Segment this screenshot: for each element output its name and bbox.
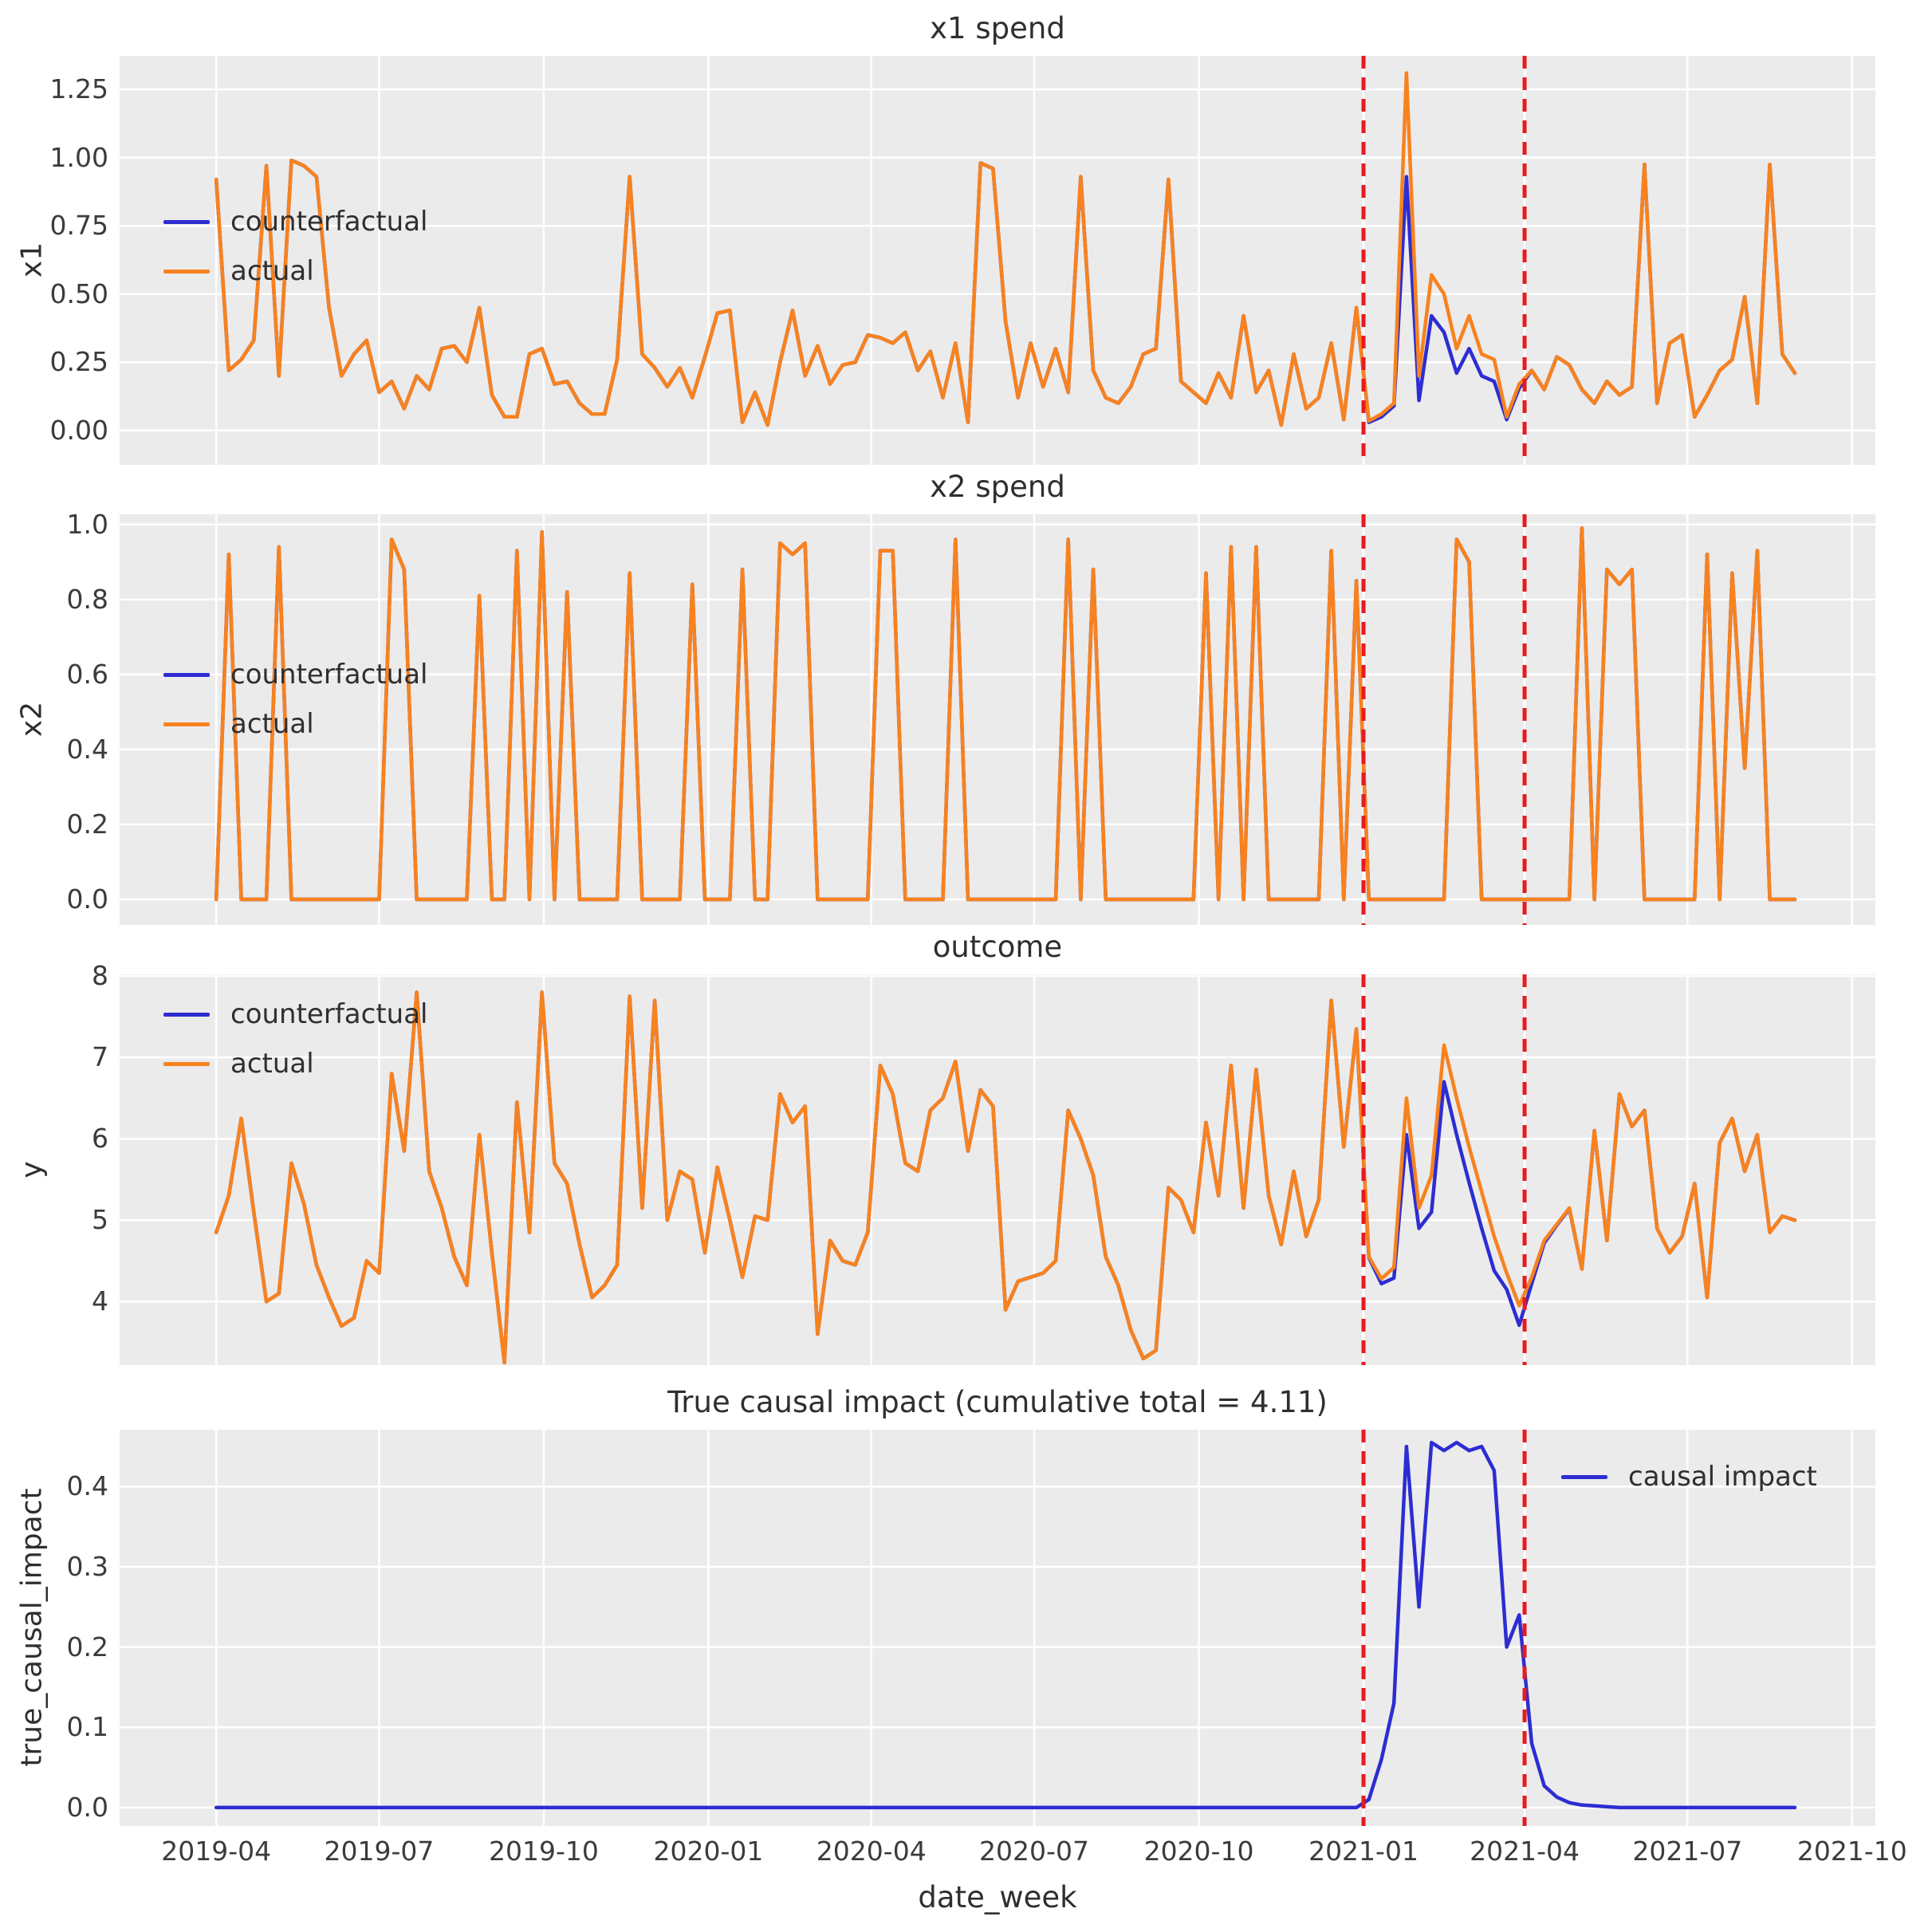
panel3-ytick-7: 7 bbox=[92, 1041, 108, 1073]
panel4-title: True causal impact (cumulative total = 4… bbox=[667, 1385, 1328, 1419]
legend-item-causal-impact: causal impact bbox=[1561, 1461, 1817, 1493]
xtick-2020-07: 2020-07 bbox=[979, 1836, 1089, 1867]
legend-item-counterfactual: counterfactual bbox=[163, 206, 427, 238]
xtick-2019-04: 2019-04 bbox=[161, 1836, 272, 1867]
legend-label: actual bbox=[230, 708, 314, 740]
panel3-ytick-8: 8 bbox=[92, 960, 108, 992]
legend-label: counterfactual bbox=[230, 659, 428, 691]
panel2-title: x2 spend bbox=[930, 470, 1065, 504]
actual-line-icon bbox=[163, 269, 210, 273]
legend-item-actual: actual bbox=[163, 255, 427, 287]
panel1-plot bbox=[120, 56, 1875, 465]
legend-label: actual bbox=[230, 255, 314, 287]
xtick-2020-10: 2020-10 bbox=[1143, 1836, 1254, 1867]
panel2-ylabel: x2 bbox=[15, 701, 49, 738]
counterfactual-line-icon bbox=[163, 1012, 210, 1017]
legend-label: counterfactual bbox=[230, 206, 428, 238]
x-axis-label: date_week bbox=[918, 1880, 1077, 1914]
panel4-ytick-0.3: 0.3 bbox=[66, 1551, 108, 1583]
panel2-ytick-0.8: 0.8 bbox=[66, 583, 108, 615]
causal-impact-line-icon bbox=[1561, 1474, 1607, 1479]
counterfactual-line bbox=[214, 526, 1797, 902]
xtick-2020-04: 2020-04 bbox=[816, 1836, 927, 1867]
panel2-ytick-0.4: 0.4 bbox=[66, 733, 108, 765]
panel4-ytick-0.1: 0.1 bbox=[66, 1711, 108, 1743]
panel3-plot bbox=[120, 974, 1875, 1365]
panel3-ytick-5: 5 bbox=[92, 1204, 108, 1236]
panel1-ytick-0.00: 0.00 bbox=[49, 414, 108, 446]
xtick-2019-10: 2019-10 bbox=[489, 1836, 599, 1867]
panel1-ylabel: x1 bbox=[15, 242, 49, 278]
panel1-ytick-0.50: 0.50 bbox=[49, 277, 108, 309]
xtick-2021-04: 2021-04 bbox=[1470, 1836, 1580, 1867]
actual-line-icon bbox=[163, 1061, 210, 1066]
legend-label: causal impact bbox=[1628, 1461, 1817, 1493]
actual-line-icon bbox=[163, 722, 210, 726]
panel1-ytick-1.25: 1.25 bbox=[49, 73, 108, 105]
panel1-ytick-0.25: 0.25 bbox=[49, 346, 108, 378]
panel3-ylabel: y bbox=[15, 1161, 49, 1178]
legend-item-actual: actual bbox=[163, 1048, 427, 1080]
panel1-ytick-0.75: 0.75 bbox=[49, 210, 108, 242]
xtick-2020-01: 2020-01 bbox=[653, 1836, 764, 1867]
panel3-ytick-4: 4 bbox=[92, 1285, 108, 1317]
panel4-ytick-0.0: 0.0 bbox=[66, 1791, 108, 1823]
panel1-title: x1 spend bbox=[930, 11, 1065, 45]
panel4-ytick-0.4: 0.4 bbox=[66, 1470, 108, 1502]
xtick-2021-07: 2021-07 bbox=[1632, 1836, 1743, 1867]
panel4-legend: causal impact bbox=[1561, 1461, 1817, 1493]
counterfactual-line-icon bbox=[163, 672, 210, 677]
panel1-ytick-1.00: 1.00 bbox=[49, 141, 108, 173]
counterfactual-line bbox=[214, 158, 1797, 427]
panel3-ytick-6: 6 bbox=[92, 1123, 108, 1155]
panel2-ytick-0.6: 0.6 bbox=[66, 658, 108, 690]
panel2-ytick-0.2: 0.2 bbox=[66, 808, 108, 840]
causal-impact-line bbox=[214, 1440, 1797, 1810]
actual-line bbox=[214, 526, 1797, 902]
panel2-ytick-0.0: 0.0 bbox=[66, 883, 108, 915]
counterfactual-line-icon bbox=[163, 219, 210, 224]
legend-label: counterfactual bbox=[230, 998, 428, 1030]
panel1-legend: counterfactual actual bbox=[163, 206, 427, 287]
actual-line bbox=[214, 71, 1797, 427]
legend-item-counterfactual: counterfactual bbox=[163, 659, 427, 691]
legend-label: actual bbox=[230, 1048, 314, 1080]
xtick-2021-01: 2021-01 bbox=[1308, 1836, 1419, 1867]
panel4-plot bbox=[120, 1430, 1875, 1826]
panel2-plot bbox=[120, 514, 1875, 925]
panel3-title: outcome bbox=[932, 930, 1063, 964]
panel3-legend: counterfactual actual bbox=[163, 998, 427, 1080]
xtick-2021-10: 2021-10 bbox=[1796, 1836, 1907, 1867]
panel2-ytick-1.0: 1.0 bbox=[66, 508, 108, 540]
legend-item-counterfactual: counterfactual bbox=[163, 998, 427, 1030]
actual-line bbox=[214, 990, 1797, 1365]
panel4-ytick-0.2: 0.2 bbox=[66, 1631, 108, 1662]
xtick-2019-07: 2019-07 bbox=[324, 1836, 435, 1867]
panel2-legend: counterfactual actual bbox=[163, 659, 427, 740]
legend-item-actual: actual bbox=[163, 708, 427, 740]
